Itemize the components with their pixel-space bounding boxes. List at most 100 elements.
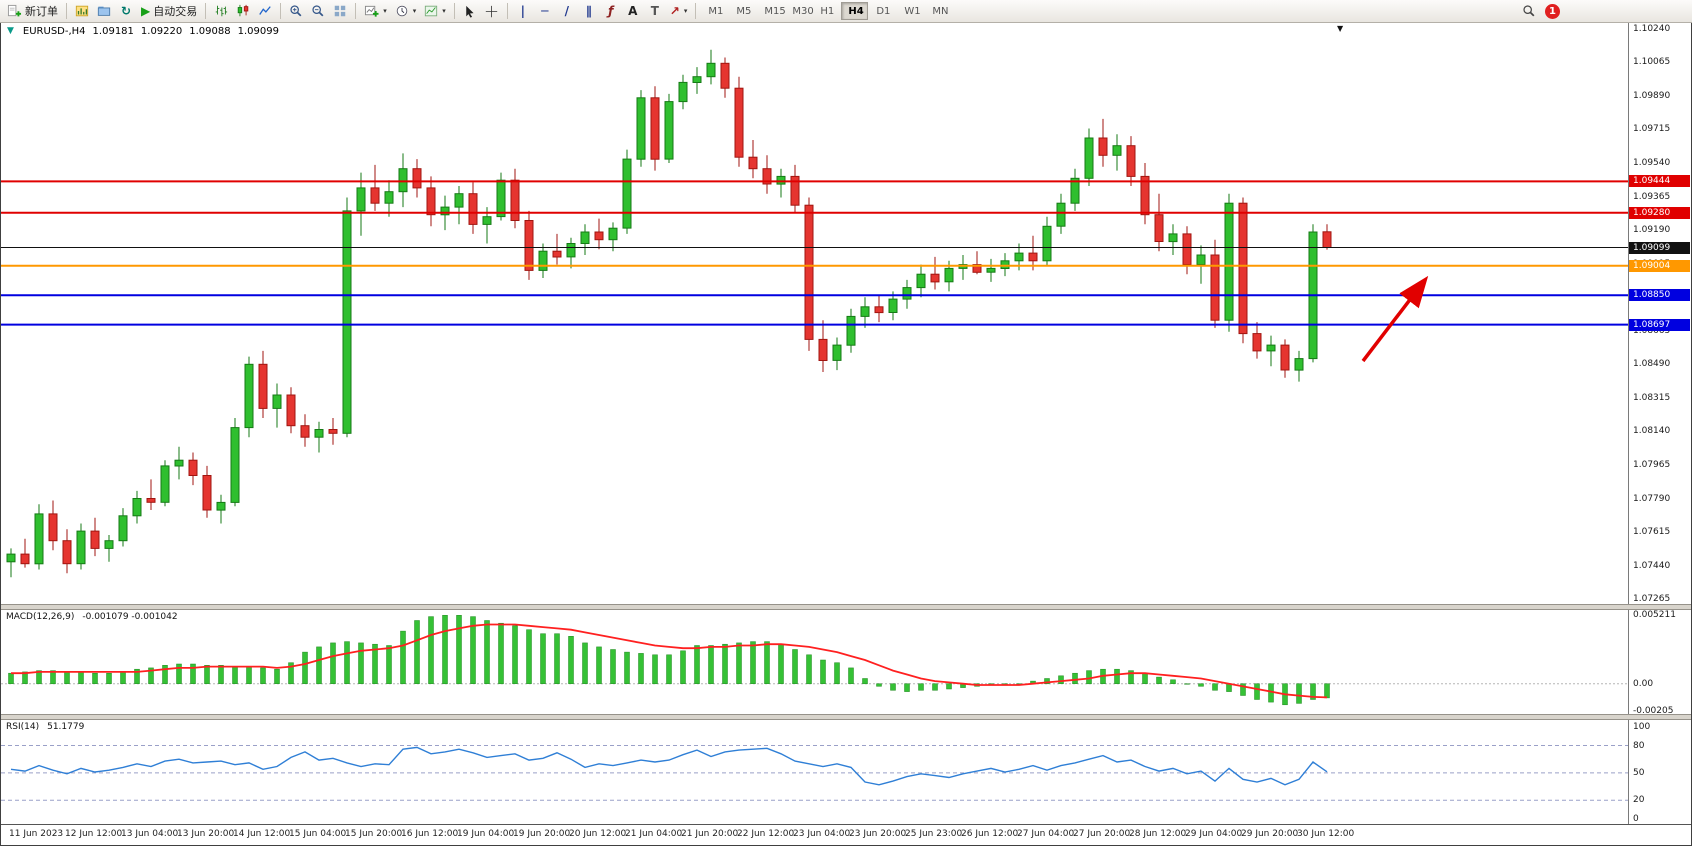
time-axis-label: 16 Jun 12:00: [401, 829, 459, 839]
text-tool-button[interactable]: A: [623, 1, 643, 21]
periods-button[interactable]: ▾: [392, 1, 420, 21]
trendline-icon: /: [564, 4, 569, 18]
toolbar-separator: [205, 3, 207, 19]
timeframe-toolbar: M1 M5 M15 M30 H1 H4 D1 W1 MN: [701, 2, 952, 20]
rsi-value: 51.1779: [47, 722, 85, 732]
timeframe-m1[interactable]: M1: [701, 2, 728, 20]
time-axis-label: 21 Jun 04:00: [625, 829, 683, 839]
bar-chart-button[interactable]: [211, 1, 231, 21]
panel-splitter[interactable]: [1, 714, 1691, 720]
macd-chart[interactable]: MACD(12,26,9) -0.001079 -0.001042: [1, 610, 1628, 714]
toolbar-separator: [66, 3, 67, 19]
candlestick-chart-button[interactable]: [233, 1, 253, 21]
axis-label: 1.09190: [1633, 225, 1671, 236]
refresh-button[interactable]: ↻: [116, 1, 136, 21]
timeframe-m5[interactable]: M5: [729, 2, 756, 20]
rsi-axis[interactable]: 100 80 50 20 0: [1628, 720, 1691, 824]
notification-badge[interactable]: 1: [1545, 3, 1560, 19]
channel-icon: ∥: [585, 4, 592, 18]
time-axis-label: 27 Jun 20:00: [1073, 829, 1131, 839]
new-order-button[interactable]: 新订单: [4, 1, 61, 21]
zoom-out-button[interactable]: [308, 1, 328, 21]
candlestick-chart-icon: [237, 4, 249, 17]
toolbar-separator: [695, 3, 697, 19]
time-axis-label: 25 Jun 23:00: [905, 829, 963, 839]
timeframe-w1[interactable]: W1: [897, 2, 924, 20]
search-icon: [1523, 5, 1535, 17]
cursor-tool-button[interactable]: [460, 1, 480, 21]
rsi-chart[interactable]: RSI(14) 51.1779: [1, 720, 1628, 824]
axis-label: 20: [1633, 795, 1645, 806]
time-axis-label: 23 Jun 20:00: [849, 829, 907, 839]
channel-tool-button[interactable]: ∥: [579, 1, 599, 21]
time-axis-label: 15 Jun 04:00: [289, 829, 347, 839]
panel-splitter[interactable]: [1, 604, 1691, 610]
time-axis-label: 11 Jun 2023: [9, 829, 64, 839]
timeframe-h4[interactable]: H4: [841, 2, 869, 20]
macd-values: -0.001079 -0.001042: [82, 612, 178, 622]
fibonacci-tool-button[interactable]: ƒ: [601, 1, 621, 21]
charts-window-button[interactable]: [72, 1, 92, 21]
timeframe-mn[interactable]: MN: [925, 2, 952, 20]
rsi-panel: RSI(14) 51.1779 100 80 50 20 0: [1, 720, 1691, 824]
toolbar-separator: [506, 3, 508, 19]
text-label-tool-button[interactable]: T: [645, 1, 665, 21]
text-icon: A: [628, 4, 638, 18]
tile-windows-button[interactable]: [330, 1, 350, 21]
trendline-tool-button[interactable]: /: [557, 1, 577, 21]
profiles-button[interactable]: [94, 1, 114, 21]
ohlc-high: 1.09220: [140, 26, 183, 37]
axis-label: 1.09715: [1633, 124, 1671, 135]
axis-label: 1.07440: [1633, 560, 1671, 571]
timeframe-h1[interactable]: H1: [813, 2, 840, 20]
macd-axis[interactable]: 0.005211 0.00 -0.00205: [1628, 610, 1691, 716]
auto-trading-button[interactable]: ▶ 自动交易: [138, 1, 200, 21]
axis-label: 1.09540: [1633, 157, 1671, 168]
timeframe-m15[interactable]: M15: [757, 2, 785, 20]
chart-header: ▼ EURUSD-,H4 1.09181 1.09220 1.09088 1.0…: [7, 26, 279, 37]
timeframe-d1[interactable]: D1: [869, 2, 896, 20]
axis-label: 1.08315: [1633, 392, 1671, 403]
auto-trading-icon: ▶: [141, 4, 151, 18]
price-panel: ▼ EURUSD-,H4 1.09181 1.09220 1.09088 1.0…: [1, 23, 1691, 604]
search-button[interactable]: [1519, 1, 1539, 21]
horizontal-line-tool-button[interactable]: ─: [535, 1, 555, 21]
dropdown-caret: ▾: [412, 7, 417, 15]
axis-label: 1.10065: [1633, 57, 1671, 68]
crosshair-tool-button[interactable]: [482, 1, 502, 21]
ohlc-close: 1.09099: [237, 26, 279, 37]
templates-button[interactable]: ▾: [421, 1, 449, 21]
profiles-icon: [97, 6, 111, 16]
line-chart-button[interactable]: [255, 1, 275, 21]
time-axis-label: 30 Jun 12:00: [1297, 829, 1355, 839]
arrow-tools-button[interactable]: ↗ ▾: [667, 1, 691, 21]
ohlc-open: 1.09181: [92, 26, 134, 37]
price-tag: 1.09099: [1629, 241, 1690, 254]
macd-header: MACD(12,26,9) -0.001079 -0.001042: [6, 612, 178, 622]
indicators-button[interactable]: ▾: [361, 1, 390, 21]
time-axis-label: 26 Jun 12:00: [961, 829, 1019, 839]
dropdown-caret: ▾: [683, 7, 688, 15]
time-axis-label: 12 Jun 12:00: [65, 829, 123, 839]
price-axis[interactable]: 1.10240 1.10065 1.09890 1.09715 1.09540 1.093…: [1628, 23, 1691, 604]
price-chart[interactable]: ▼ EURUSD-,H4 1.09181 1.09220 1.09088 1.0…: [1, 23, 1628, 604]
one-click-trading-arrow[interactable]: ▼: [7, 26, 14, 36]
time-axis[interactable]: 11 Jun 2023 12 Jun 12:00 13 Jun 04:00 13 Ju…: [1, 824, 1691, 845]
timeframe-m30[interactable]: M30: [785, 2, 813, 20]
vertical-line-tool-button[interactable]: |: [513, 1, 533, 21]
axis-label: 100: [1633, 722, 1651, 733]
chart-shift-marker[interactable]: ▼: [1337, 24, 1344, 33]
dropdown-caret: ▾: [383, 7, 387, 15]
text-label-icon: T: [650, 4, 659, 18]
charts-window-icon: [75, 5, 89, 17]
axis-label: -0.00205: [1633, 705, 1674, 716]
dropdown-caret: ▾: [442, 7, 446, 15]
zoom-in-button[interactable]: [286, 1, 306, 21]
time-axis-label: 20 Jun 12:00: [569, 829, 627, 839]
axis-label: 1.09365: [1633, 191, 1671, 202]
rsi-label: RSI(14): [6, 722, 40, 732]
auto-trading-label: 自动交易: [153, 5, 198, 18]
axis-label: 1.08490: [1633, 359, 1671, 370]
axis-label: 0.00: [1633, 678, 1654, 689]
